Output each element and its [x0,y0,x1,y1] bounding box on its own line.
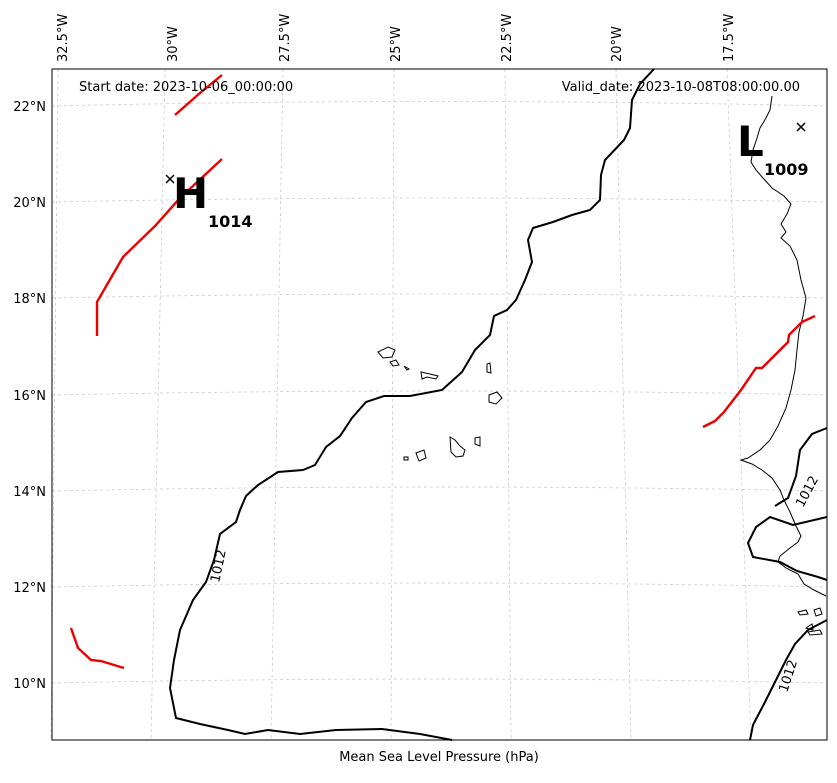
high-pressure-letter: H [173,169,208,218]
meridian-line [390,68,395,741]
lon-tick-label: 22.5°W [500,14,515,62]
parallel-line [51,390,828,396]
lat-tick-label: 10°N [13,677,46,692]
bissagos-islands [797,607,823,636]
parallel-line [51,197,828,203]
meridian-line [504,68,512,741]
isobar-label: 1012 [777,658,801,694]
isobar-labels: 1012 1012 1012 [208,474,822,695]
front-line-top [174,74,223,116]
high-center-marker [165,174,175,184]
coastlines [377,95,827,636]
lon-tick-label: 30°W [166,26,181,62]
graticule [50,68,828,741]
parallel-line [51,678,828,684]
isobar-1012-southeast [746,515,828,581]
lat-tick-label: 14°N [13,485,46,500]
island-sao-vicente [389,359,400,367]
island-brava [403,456,409,461]
lon-tick-label: 32.5°W [56,14,71,62]
lon-tick-label: 27.5°W [278,14,293,62]
front-line-southwest [69,627,125,670]
island-maio [474,436,481,447]
island-boa-vista [488,391,503,405]
island-fogo [415,449,427,462]
lat-tick-label: 16°N [13,389,46,404]
lon-tick-label: 20°W [610,26,625,62]
lat-tick-label: 12°N [13,581,46,596]
map-frame [51,68,828,741]
island-santo-antao [377,346,396,359]
low-pressure-value: 1009 [764,160,809,179]
low-center-marker [796,122,806,132]
lat-tick-label: 18°N [13,292,46,307]
island-santa-luzia [403,365,411,371]
parallel-line [51,293,828,299]
lat-tick-label: 22°N [13,100,46,115]
island-sao-nicolau [420,371,439,380]
low-pressure-center: L 1009 [737,117,809,179]
isobar-label: 1012 [208,548,230,583]
meridian-line [270,68,284,741]
isobar-label: 1012 [793,474,822,510]
lon-tick-label: 25°W [389,26,404,62]
isobars [168,68,828,741]
lat-tick-labels: 22°N 20°N 18°N 16°N 14°N 12°N 10°N [13,100,46,692]
start-date-label: Start date: 2023-10-06_00:00:00 [79,80,293,95]
pressure-centers: H 1014 L 1009 [165,117,809,231]
parallel-line [51,582,828,588]
isobar-1012-southeast-lower [749,619,828,741]
meridian-line [615,68,632,741]
africa-coastline [739,95,827,597]
meridian-line [150,68,166,741]
lon-tick-labels: 32.5°W 30°W 27.5°W 25°W 22.5°W 20°W 17.5… [56,14,737,62]
island-sal [486,362,492,374]
front-line-east [702,314,816,429]
lon-tick-label: 17.5°W [722,14,737,62]
island-santiago [449,436,466,458]
parallel-line [51,486,828,492]
high-pressure-value: 1014 [208,212,253,231]
front-line-northwest [95,158,223,336]
isobar-upper-right [774,427,828,507]
high-pressure-center: H 1014 [165,169,253,231]
lat-tick-label: 20°N [13,196,46,211]
valid-date-label: Valid_date: 2023-10-08T08:00:00.00 [562,80,800,95]
map-caption: Mean Sea Level Pressure (hPa) [339,750,539,765]
low-pressure-letter: L [737,117,764,166]
isobar-1012-main [168,68,655,741]
front-lines [69,74,816,670]
parallel-line [51,101,828,107]
meridian-line [726,68,752,741]
